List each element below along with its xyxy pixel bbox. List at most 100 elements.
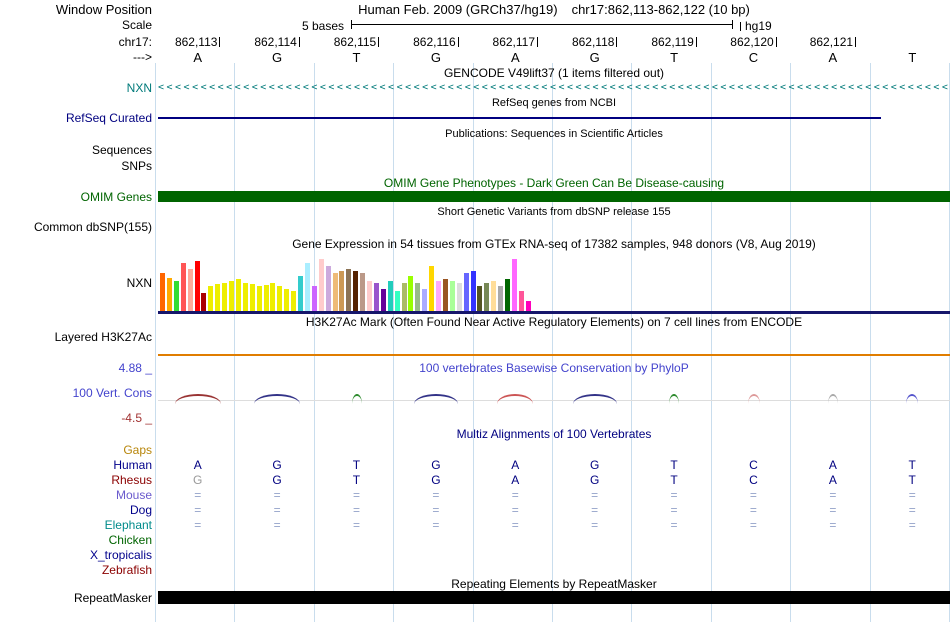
gene-chevron-line[interactable]: <<<<<<<<<<<<<<<<<<<<<<<<<<<<<<<<<<<<<<<<… [158,82,950,93]
multiz-cell: = [829,487,837,502]
gtex-gene-label[interactable]: NXN [126,276,152,290]
repeatmasker-track-title: Repeating Elements by RepeatMasker [451,577,657,591]
gtex-bar [284,289,290,311]
multiz-species-label[interactable]: Zebrafish [101,562,152,577]
refseq-track-title: RefSeq genes from NCBI [491,97,617,109]
multiz-row[interactable]: X_tropicalis [0,547,950,562]
position-range-title: chr17:862,113-862,122 (10 bp) [571,1,750,17]
multiz-row[interactable]: Chicken [0,532,950,547]
omim-gene-bar[interactable] [158,191,950,202]
publications-track-title: Publications: Sequences in Scientific Ar… [445,128,663,140]
omim-track[interactable] [158,191,950,203]
multiz-row[interactable]: Human A G T G A G T C A T [0,457,950,472]
gtex-track-title: Gene Expression in 54 tissues from GTEx … [292,237,816,251]
gtex-bar [291,291,297,311]
position-tick [219,36,221,47]
gtex-bar [422,289,428,311]
gtex-bar [525,301,531,311]
repeat-element-bar[interactable] [158,591,950,604]
multiz-species-label[interactable]: Gaps [123,442,152,457]
refseq-track[interactable] [158,111,950,125]
omim-genes-label[interactable]: OMIM Genes [80,190,152,204]
position-tick [775,36,777,47]
phylop-zero-line [158,400,950,401]
multiz-species-label[interactable]: Rhesus [111,472,152,487]
gtex-bar [367,281,372,311]
refseq-gene-line[interactable] [158,117,881,119]
gridline [155,63,156,622]
repeatmasker-track[interactable] [158,591,950,605]
gtex-bar [442,279,448,311]
base-letter: G [272,49,283,65]
h3k27ac-track[interactable] [158,330,950,356]
position-cell: 862,120 [714,34,793,49]
gtex-bar [325,266,331,311]
h3k27ac-signal-line [158,354,950,356]
gtex-gene-line[interactable] [158,311,950,314]
phylop-label[interactable]: 100 Vert. Cons [72,386,152,400]
position-value: 862,113 [174,34,218,49]
phylop-arc [827,394,838,404]
gtex-bar [208,286,214,311]
dbsnp-track-title: Short Genetic Variants from dbSNP releas… [437,206,671,218]
phylop-arc [747,394,760,404]
multiz-cell: = [511,502,519,517]
snps-label[interactable]: SNPs [121,158,152,173]
multiz-row[interactable]: Rhesus G G T G A G T C A T [0,472,950,487]
gtex-bar [298,276,303,311]
multiz-cell: = [670,502,678,517]
multiz-cell: = [591,517,599,532]
multiz-row[interactable]: Dog = = = = = = = = = = [0,502,950,517]
refseq-curated-label[interactable]: RefSeq Curated [65,111,152,125]
gencode-gene-label[interactable]: NXN [126,80,152,95]
sequences-label[interactable]: Sequences [91,142,152,157]
scale-bar [351,20,733,29]
multiz-row[interactable]: Elephant = = = = = = = = = = [0,517,950,532]
dbsnp-track [158,220,950,233]
gtex-expression-track[interactable] [158,252,950,314]
multiz-species-label[interactable]: Dog [129,502,152,517]
phylop-track[interactable] [158,376,950,410]
dbsnp-label[interactable]: Common dbSNP(155) [33,219,152,234]
multiz-cell: = [273,487,281,502]
gtex-bar [456,283,462,311]
gridline [313,63,315,622]
strand-arrow-label: ---> [133,50,152,64]
multiz-species-label[interactable]: Elephant [104,517,152,532]
gtex-bar [380,289,386,311]
multiz-cell: G [589,472,600,487]
gridline [234,63,236,622]
multiz-cell: = [352,502,360,517]
h3k27ac-label[interactable]: Layered H3K27Ac [54,330,152,344]
position-tick [695,36,697,47]
multiz-row[interactable]: Gaps [0,442,950,457]
multiz-species-label[interactable]: Mouse [115,487,152,502]
multiz-row[interactable]: Mouse = = = = = = = = = = [0,487,950,502]
gtex-bar [408,276,414,311]
gtex-bar [373,283,379,311]
multiz-track-title: Multiz Alignments of 100 Vertebrates [456,427,652,441]
repeatmasker-label[interactable]: RepeatMasker [73,591,152,605]
multiz-cell: T [670,472,678,487]
multiz-track[interactable]: Gaps Human A G T G A G T C A T Rhesus G G T G A G T C A T Mouse… [0,442,950,577]
multiz-cell: A [193,457,202,472]
multiz-species-label[interactable]: X_tropicalis [89,547,152,562]
phylop-arc [174,394,221,404]
multiz-row[interactable]: Zebrafish [0,562,950,577]
multiz-species-label[interactable]: Chicken [108,532,152,547]
gtex-bar [449,281,455,311]
gtex-bar [270,283,276,311]
multiz-cell: = [908,502,916,517]
gencode-track[interactable]: <<<<<<<<<<<<<<<<<<<<<<<<<<<<<<<<<<<<<<<<… [158,80,950,95]
multiz-species-label[interactable]: Human [113,457,152,472]
multiz-cell: G [431,457,441,472]
multiz-cell: G [272,457,282,472]
position-value: 862,118 [571,34,615,49]
multiz-cell: = [511,517,519,532]
position-tick [616,36,618,47]
gtex-bar [180,263,186,311]
position-cell: 862,116 [396,34,475,49]
gtex-bar [484,283,490,311]
multiz-cell: = [749,502,757,517]
